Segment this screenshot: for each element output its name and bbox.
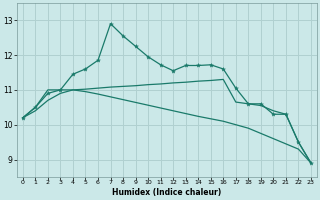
X-axis label: Humidex (Indice chaleur): Humidex (Indice chaleur)	[112, 188, 221, 197]
